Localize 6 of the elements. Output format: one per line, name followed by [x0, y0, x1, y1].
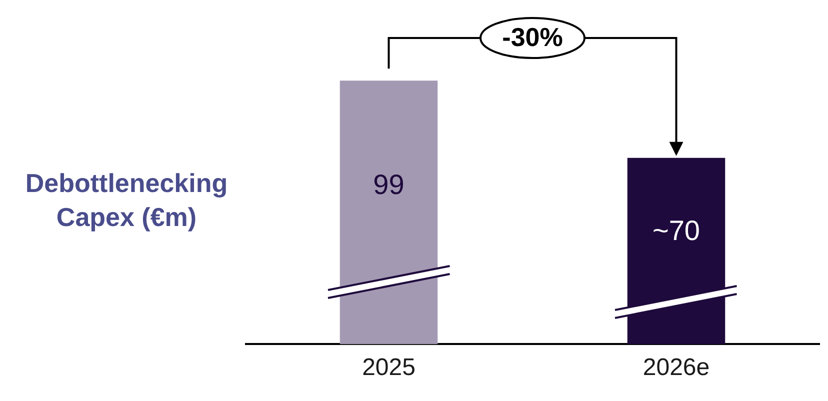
text: -30% — [502, 22, 563, 52]
data-label: ~70 — [652, 215, 700, 246]
data-label: 99 — [373, 168, 404, 200]
y-axis-title: Debottlenecking Capex (€m) — [24, 166, 229, 234]
x-tick-label: 2026e — [642, 354, 710, 382]
x-tick-label: 2025 — [362, 354, 416, 382]
